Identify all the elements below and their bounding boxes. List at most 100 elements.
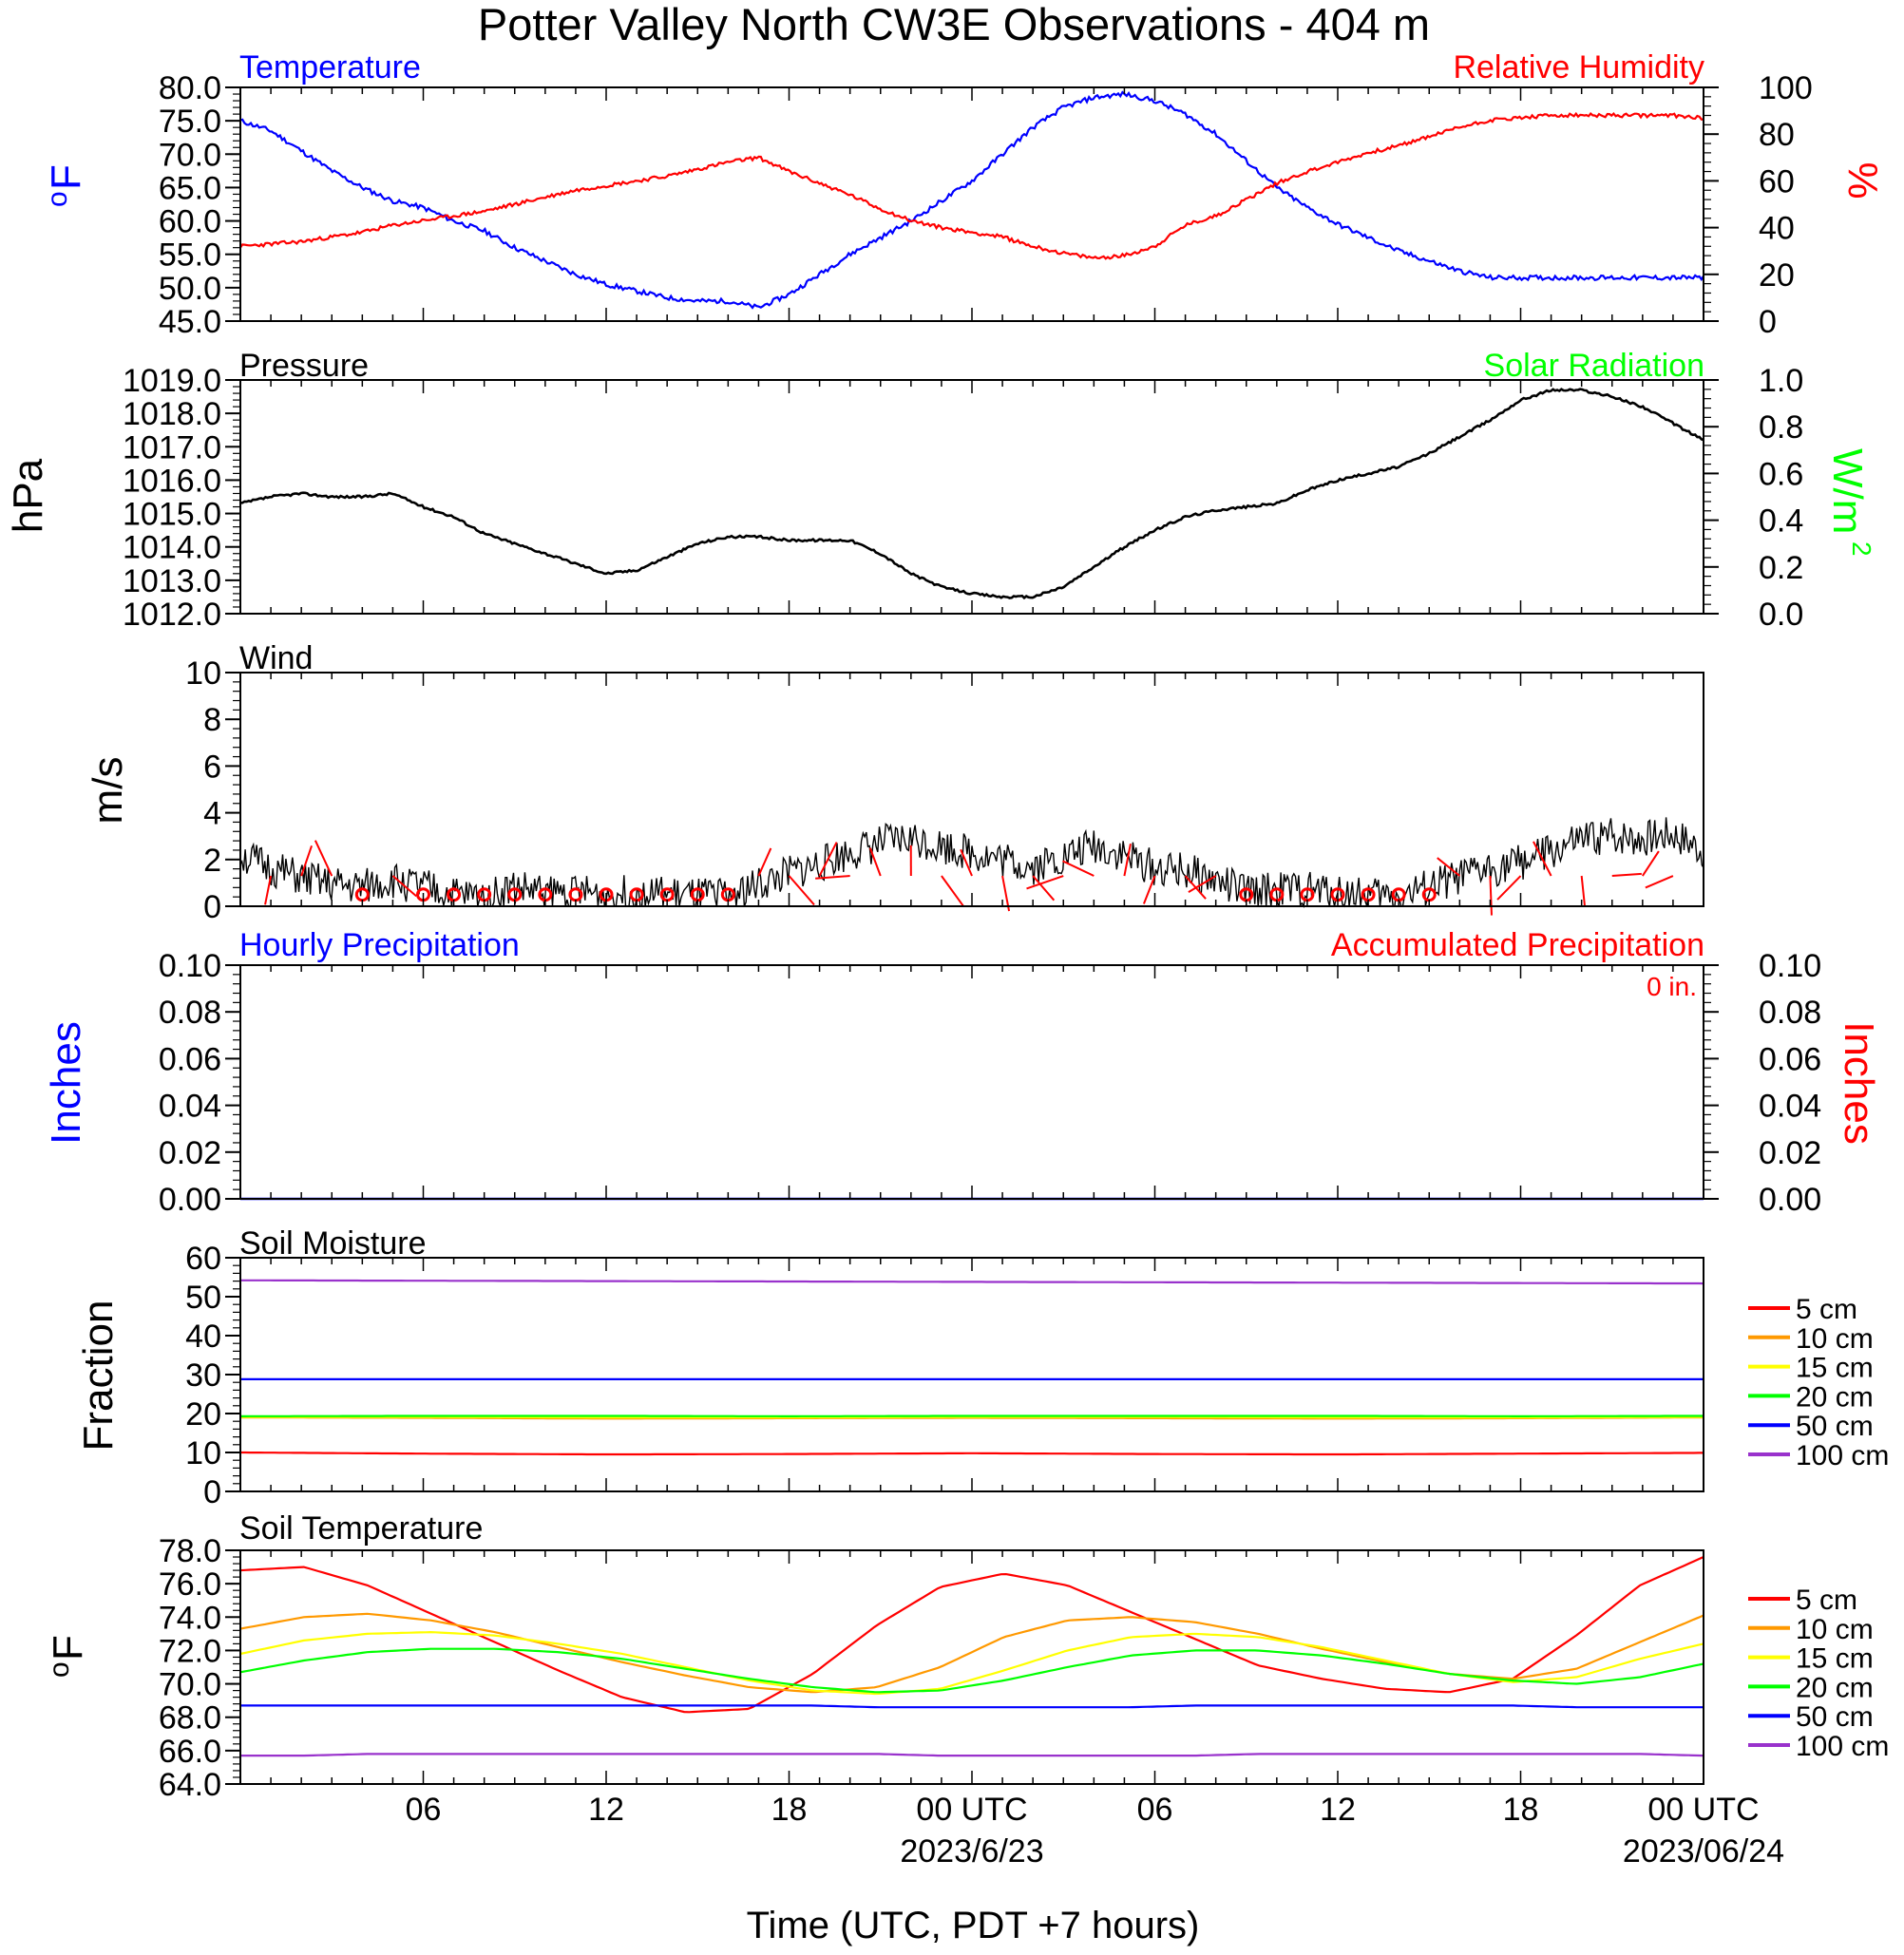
x-axis-label: Time (UTC, PDT +7 hours)	[747, 1905, 1200, 1946]
y-tick-label: 72.0	[159, 1633, 221, 1669]
wind-barb	[815, 875, 850, 880]
hourly-precip-title: Hourly Precipitation	[239, 927, 520, 963]
wind-barb	[1489, 875, 1493, 916]
pressure-title: Pressure	[239, 348, 369, 384]
y-tick-label-right: 0.08	[1759, 995, 1821, 1031]
y-tick-label-right: 20	[1759, 257, 1795, 294]
y-tick-label: 74.0	[159, 1600, 221, 1636]
degree-symbol: o	[42, 191, 73, 207]
x-tick-label: 12	[1320, 1792, 1356, 1828]
chart-title: Potter Valley North CW3E Observations - …	[478, 0, 1430, 49]
legend-label: 100 cm	[1796, 1731, 1889, 1762]
wind-barb	[1496, 875, 1522, 901]
y-tick-label-right: 0.8	[1759, 409, 1803, 446]
x-date-label: 2023/6/23	[900, 1833, 1043, 1870]
y-tick-label-right: 0.06	[1759, 1041, 1821, 1077]
y-tick-label: 1015.0	[123, 497, 221, 533]
legend-label: 50 cm	[1796, 1411, 1874, 1442]
wind-barb	[264, 875, 273, 905]
solar-unit: W/m 2	[1824, 448, 1876, 557]
y-tick-label: 60	[185, 1241, 221, 1277]
wind-barb	[757, 847, 772, 877]
wind-barb	[1188, 875, 1217, 893]
x-tick-label: 06	[406, 1792, 442, 1828]
y-tick-label: 68.0	[159, 1700, 221, 1737]
y-tick-label: 80.0	[159, 70, 221, 106]
temperature-panel: Temperature Relative Humidity o F % 80.0…	[42, 49, 1886, 340]
wind-barb	[1026, 875, 1064, 890]
humidity-line	[239, 111, 1704, 260]
x-tick-label: 00 UTC	[916, 1792, 1027, 1828]
y-tick-label-right: 0.00	[1759, 1182, 1821, 1218]
temperature-line	[239, 90, 1704, 310]
soil-fahrenheit-letter: F	[45, 1635, 91, 1661]
wind-barb	[868, 847, 882, 877]
soil-temperature-panel: Soil Temperature o F 78.076.074.072.070.…	[44, 1510, 1889, 1803]
x-tick-label: 18	[771, 1792, 808, 1828]
y-tick-label: 40	[185, 1319, 221, 1355]
y-tick-label: 8	[203, 702, 221, 738]
y-tick-label-right: 0.10	[1759, 948, 1821, 984]
y-tick-label: 1013.0	[123, 563, 221, 599]
y-tick-label: 1017.0	[123, 429, 221, 465]
wind-barb	[1062, 860, 1095, 877]
pressure-unit: hPa	[5, 458, 51, 533]
legend-label: 5 cm	[1796, 1294, 1857, 1325]
wind-barb	[1001, 875, 1011, 912]
y-tick-label: 65.0	[159, 170, 221, 206]
accum-precip-title: Accumulated Precipitation	[1331, 927, 1704, 963]
temperature-title: Temperature	[239, 49, 421, 85]
wind-barb	[1611, 872, 1642, 878]
accum-precip-total: 0 in.	[1647, 972, 1697, 1001]
y-tick-label: 70.0	[159, 1667, 221, 1703]
y-tick-label: 0.10	[159, 948, 221, 984]
legend-label: 100 cm	[1796, 1440, 1889, 1471]
y-tick-label: 60.0	[159, 204, 221, 240]
legend-label: 10 cm	[1796, 1323, 1874, 1355]
y-tick-label: 1014.0	[123, 530, 221, 566]
wind-barb	[1533, 841, 1552, 877]
legend-label: 10 cm	[1796, 1614, 1874, 1645]
wind-panel: Wind m/s 10 8 6 4 2 0	[85, 640, 1704, 925]
x-tick-label: 00 UTC	[1647, 1792, 1759, 1828]
wind-barb	[1437, 857, 1460, 877]
y-tick-label: 50	[185, 1280, 221, 1316]
y-tick-label: 0.02	[159, 1135, 221, 1171]
hourly-precip-unit: Inches	[43, 1021, 89, 1145]
y-tick-label: 0.00	[159, 1182, 221, 1218]
soil-moisture-line	[240, 1451, 1704, 1456]
y-tick-label: 10	[185, 1435, 221, 1471]
solar-unit-sup: 2	[1847, 541, 1876, 557]
x-tick-label: 12	[588, 1792, 624, 1828]
wind-barb	[788, 875, 815, 906]
wind-barb	[818, 842, 838, 877]
pressure-panel: Pressure Solar Radiation hPa W/m 2 1019.…	[5, 348, 1876, 633]
legend-label: 50 cm	[1796, 1701, 1874, 1733]
y-tick-label: 0.06	[159, 1041, 221, 1077]
wind-barb	[1645, 875, 1674, 889]
humidity-unit: %	[1839, 161, 1886, 199]
y-tick-label: 75.0	[159, 104, 221, 140]
time-axis: 06 12 18 00 UTC 06 12 18 00 UTC 2023/6/23 2023/06…	[406, 1792, 1785, 1870]
solar-unit-main: W/m	[1824, 448, 1871, 534]
y-tick-label-right: 0.02	[1759, 1135, 1821, 1171]
y-tick-label-right: 0.04	[1759, 1089, 1821, 1125]
x-tick-label: 06	[1137, 1792, 1173, 1828]
y-tick-label-right: 0.2	[1759, 550, 1803, 586]
soil-moisture-line	[240, 1279, 1704, 1285]
y-tick-label: 20	[185, 1396, 221, 1433]
y-tick-label-right: 0.4	[1759, 503, 1803, 540]
y-tick-label-right: 80	[1759, 117, 1795, 153]
y-tick-label: 0.08	[159, 995, 221, 1031]
soil-degree-symbol: o	[44, 1661, 75, 1678]
wind-barb	[300, 845, 313, 877]
soil-moisture-title: Soil Moisture	[239, 1225, 427, 1262]
wind-barb	[314, 840, 333, 877]
wind-barb	[1123, 844, 1132, 877]
solar-title: Solar Radiation	[1484, 348, 1704, 384]
y-tick-label: 0.04	[159, 1089, 221, 1125]
y-tick-label: 1018.0	[123, 396, 221, 432]
y-tick-label: 2	[203, 843, 221, 879]
y-tick-label: 0	[203, 889, 221, 925]
